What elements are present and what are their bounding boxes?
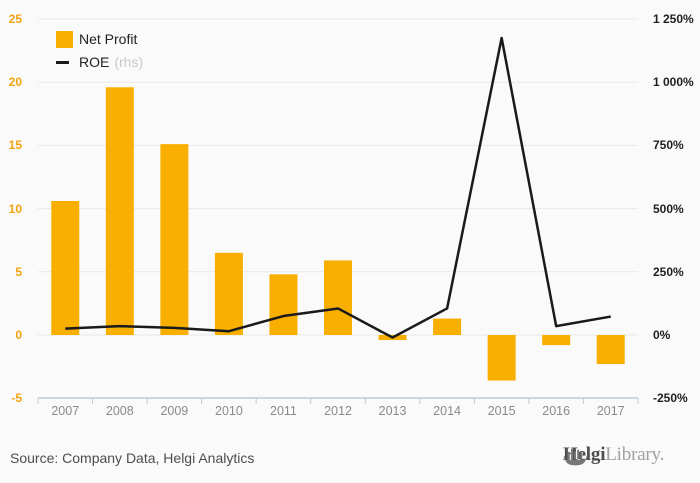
roe-line (65, 36, 611, 339)
right-axis-label--250: -250% (653, 391, 688, 406)
bar-2015 (487, 335, 516, 381)
left-axis-label-15: 15 (8, 138, 22, 153)
right-axis-label-500: 500% (653, 201, 684, 216)
x-axis-label-2015: 2015 (487, 404, 516, 418)
left-axis-label--5: -5 (11, 391, 22, 406)
left-axis-label-25: 25 (8, 12, 22, 26)
x-axis-label-2009: 2009 (160, 404, 189, 418)
left-axis-label-20: 20 (8, 75, 22, 90)
legend-label-net-profit: Net Profit (79, 31, 138, 47)
x-axis-label-2007: 2007 (51, 404, 80, 418)
bar-2016 (542, 335, 571, 346)
bar-2012 (324, 260, 352, 335)
left-axis-label-0: 0 (15, 328, 22, 342)
right-axis-label-1000: 1 000% (653, 75, 694, 90)
x-axis-label-2010: 2010 (215, 404, 243, 418)
x-axis-label-2008: 2008 (105, 404, 134, 418)
legend-label-roe: ROE (79, 54, 110, 70)
helgi-ship-icon (563, 448, 588, 466)
x-axis-label-2017: 2017 (596, 404, 625, 418)
bar-2014 (433, 318, 462, 335)
legend-item-roe: ROE (rhs) (56, 53, 143, 71)
left-axis-label-5: 5 (15, 264, 22, 279)
right-axis-label-0: 0% (653, 328, 671, 342)
legend-item-net-profit: Net Profit (56, 30, 143, 48)
x-axis-label-2011: 2011 (270, 404, 297, 418)
x-axis-label-2013: 2013 (378, 404, 407, 418)
bar-2010 (214, 252, 243, 335)
helgi-library-logo[interactable]: HelgiLibrary. (563, 444, 664, 466)
net-profit-swatch-icon (56, 30, 73, 48)
right-axis-label-750: 750% (653, 138, 684, 153)
left-axis-label-10: 10 (8, 201, 22, 216)
bar-2011 (269, 274, 298, 335)
right-axis-label-250: 250% (653, 264, 684, 279)
chart-legend: Net Profit ROE (rhs) (56, 30, 143, 71)
bar-2008 (105, 87, 134, 335)
bar-2017 (596, 335, 625, 365)
x-axis-label-2014: 2014 (433, 404, 461, 418)
logo-text-library: Library. (605, 444, 665, 465)
roe-line-swatch-icon (56, 60, 69, 64)
bar-2009 (160, 144, 189, 335)
x-axis-label-2016: 2016 (542, 404, 571, 418)
bar-2007 (51, 201, 80, 335)
right-axis-label-1250: 1 250% (653, 12, 694, 26)
source-text: Source: Company Data, Helgi Analytics (10, 450, 255, 466)
legend-label-roe-suffix: (rhs) (114, 54, 144, 70)
x-axis-label-2012: 2012 (324, 404, 352, 418)
